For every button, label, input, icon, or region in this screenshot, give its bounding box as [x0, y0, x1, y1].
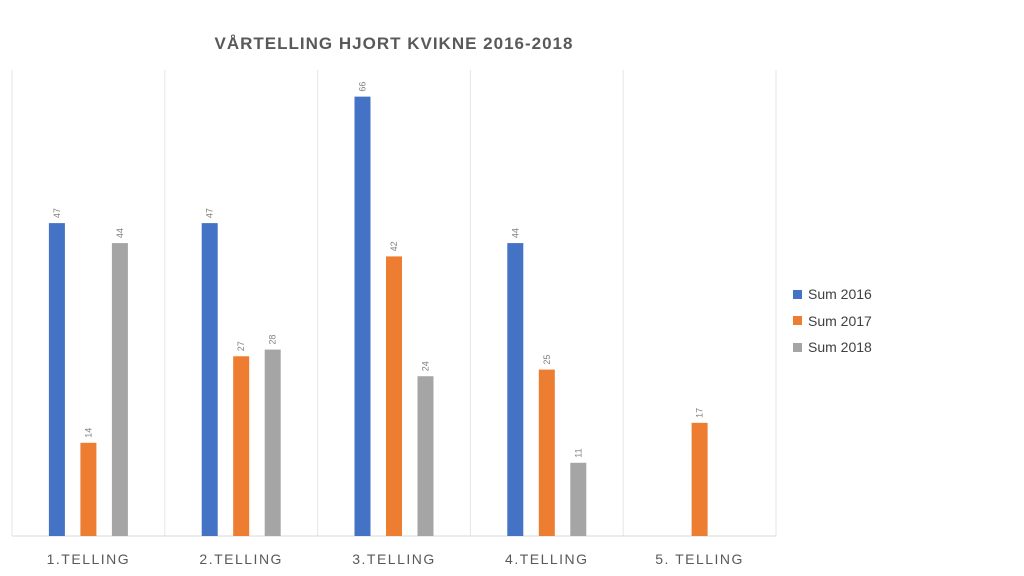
bars [48, 96, 708, 537]
data-label: 42 [389, 241, 399, 251]
data-label: 14 [83, 428, 93, 438]
data-label: 44 [115, 228, 125, 238]
data-labels: 47 14 44 47 27 28 66 42 24 44 25 11 17 [52, 82, 705, 458]
data-label: 47 [52, 208, 62, 218]
bar [264, 349, 281, 536]
data-label: 47 [205, 208, 215, 218]
legend-swatch [793, 289, 802, 299]
bar [233, 356, 250, 536]
data-label: 28 [268, 335, 278, 345]
x-tick-label: 3.TELLING [352, 551, 436, 567]
bar [507, 243, 524, 537]
bar [80, 442, 97, 536]
legend-item: Sum 2018 [793, 334, 872, 361]
legend-label: Sum 2018 [808, 339, 872, 356]
data-label: 24 [421, 361, 431, 371]
bar [354, 96, 371, 536]
legend-label: Sum 2017 [808, 312, 872, 329]
data-label: 25 [542, 355, 552, 365]
bar [691, 422, 708, 536]
x-tick-label: 2.TELLING [199, 551, 283, 567]
bar [201, 223, 218, 536]
legend-item: Sum 2017 [793, 308, 872, 335]
legend-item: Sum 2016 [793, 281, 872, 308]
data-label: 44 [510, 228, 520, 238]
legend-label: Sum 2016 [808, 286, 872, 303]
bar [48, 223, 65, 536]
legend-swatch [793, 316, 802, 326]
x-tick-label: 5. TELLING [655, 551, 744, 567]
chart-title: VÅRTELLING HJORT KVIKNE 2016-2018 [214, 34, 574, 53]
legend: Sum 2016 Sum 2017 Sum 2018 [793, 281, 872, 361]
bar [386, 256, 402, 536]
data-label: 27 [236, 341, 246, 351]
bar [570, 462, 587, 536]
bar [111, 243, 128, 537]
legend-swatch [793, 342, 802, 352]
bar [417, 376, 434, 536]
data-label: 17 [695, 408, 705, 418]
x-axis-tick-labels: 1.TELLING 2.TELLING 3.TELLING 4.TELLING 5. T… [47, 551, 744, 567]
data-label: 11 [573, 448, 583, 457]
x-tick-label: 4.TELLING [505, 551, 589, 567]
x-tick-label: 1.TELLING [47, 551, 131, 567]
bar [538, 369, 555, 536]
gridlines [11, 70, 777, 537]
data-label: 66 [358, 82, 368, 92]
